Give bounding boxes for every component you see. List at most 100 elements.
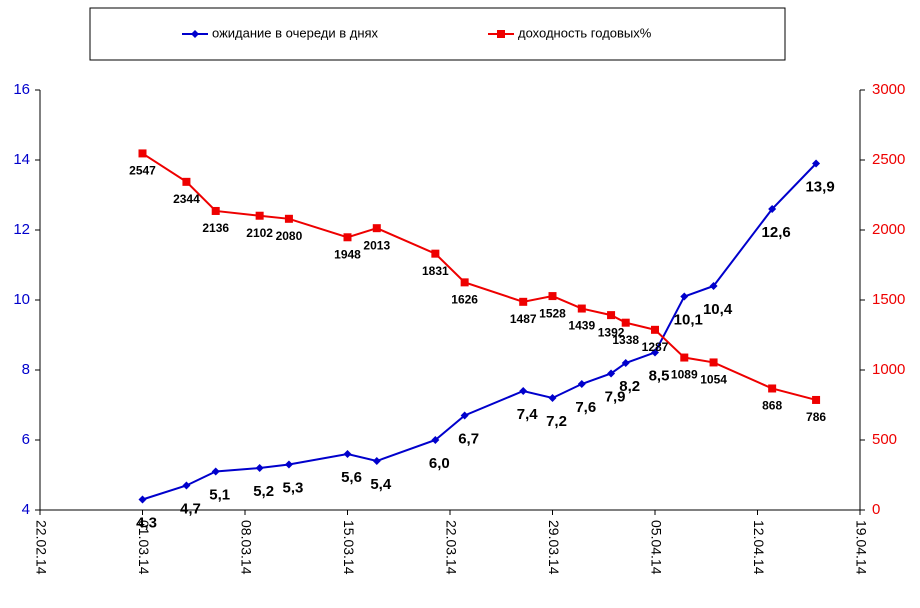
y2-tick-label: 1000 <box>872 361 905 378</box>
y2-tick-label: 3000 <box>872 81 905 98</box>
y-tick-label: 12 <box>13 221 30 238</box>
marker <box>431 249 440 258</box>
marker <box>372 224 381 233</box>
value-label: 13,9 <box>805 178 834 195</box>
marker <box>284 214 293 223</box>
y2-tick-label: 1500 <box>872 291 905 308</box>
x-tick-label: 12.04.14 <box>751 520 767 575</box>
marker <box>621 359 630 367</box>
marker <box>343 233 352 242</box>
x-tick-label: 22.03.14 <box>443 520 459 575</box>
value-label: 2547 <box>129 164 156 178</box>
value-label: 7,2 <box>546 413 567 430</box>
legend-marker <box>497 30 505 38</box>
marker <box>284 460 293 469</box>
marker <box>519 297 528 306</box>
value-label: 1439 <box>568 319 595 333</box>
marker <box>607 369 616 378</box>
value-label: 2080 <box>276 229 303 243</box>
value-label: 5,2 <box>253 483 274 500</box>
value-label: 10,4 <box>703 301 733 318</box>
marker <box>548 394 557 402</box>
legend-label: доходность годовых% <box>518 25 652 40</box>
marker <box>577 380 586 388</box>
marker <box>768 205 777 213</box>
x-tick-label: 01.03.14 <box>136 520 152 575</box>
marker <box>460 278 469 287</box>
value-label: 1487 <box>510 312 537 326</box>
value-label: 4,7 <box>180 500 201 517</box>
y2-tick-label: 0 <box>872 501 880 518</box>
marker <box>460 411 469 420</box>
legend-marker <box>191 30 199 38</box>
marker <box>680 292 689 301</box>
value-label: 1626 <box>451 293 478 307</box>
value-label: 1089 <box>671 368 698 382</box>
value-label: 5,1 <box>209 486 230 503</box>
marker <box>651 325 659 334</box>
marker <box>255 464 264 472</box>
y-tick-label: 6 <box>22 431 30 448</box>
y2-tick-label: 2500 <box>872 151 905 168</box>
value-label: 1392 <box>598 325 625 339</box>
marker <box>211 467 220 476</box>
value-label: 5,3 <box>282 479 303 496</box>
value-label: 1054 <box>700 373 727 387</box>
value-label: 2136 <box>202 221 229 235</box>
value-label: 5,6 <box>341 469 362 486</box>
marker <box>812 159 821 168</box>
value-label: 1287 <box>642 340 669 354</box>
x-tick-label: 22.02.14 <box>33 520 49 575</box>
marker <box>607 311 616 320</box>
value-label: 1948 <box>334 247 361 261</box>
marker <box>768 384 777 393</box>
value-label: 1528 <box>539 306 566 320</box>
marker <box>211 206 220 215</box>
value-label: 7,4 <box>517 406 539 423</box>
value-label: 4,3 <box>136 514 157 531</box>
value-label: 8,5 <box>649 367 670 384</box>
marker <box>182 177 191 186</box>
x-tick-label: 08.03.14 <box>238 520 254 575</box>
x-tick-label: 05.04.14 <box>648 520 664 575</box>
y-tick-label: 10 <box>13 291 30 308</box>
value-label: 2344 <box>173 192 200 206</box>
marker <box>548 292 557 301</box>
x-tick-label: 29.03.14 <box>546 520 562 575</box>
marker <box>519 387 528 395</box>
value-label: 7,6 <box>575 399 596 416</box>
marker <box>372 457 381 465</box>
value-label: 7,9 <box>605 388 626 405</box>
marker <box>709 358 718 367</box>
value-label: 1338 <box>612 333 639 347</box>
value-label: 1831 <box>422 264 449 278</box>
marker <box>812 395 821 404</box>
value-label: 2013 <box>363 238 390 252</box>
marker <box>343 450 352 458</box>
value-label: 5,4 <box>370 476 392 493</box>
marker <box>621 318 630 327</box>
y2-tick-label: 2000 <box>872 221 905 238</box>
y-tick-label: 16 <box>13 81 30 98</box>
value-label: 12,6 <box>762 224 791 241</box>
value-label: 10,1 <box>674 311 703 328</box>
marker <box>651 348 659 357</box>
marker <box>255 211 264 220</box>
x-tick-label: 15.03.14 <box>341 520 357 575</box>
marker <box>431 436 440 444</box>
value-label: 2102 <box>246 226 273 240</box>
marker <box>182 481 191 490</box>
value-label: 8,2 <box>619 378 640 395</box>
marker <box>138 495 147 504</box>
value-label: 786 <box>806 410 826 424</box>
value-label: 868 <box>762 399 782 413</box>
marker <box>577 304 586 313</box>
marker <box>138 149 147 158</box>
marker <box>680 353 689 362</box>
value-label: 6,0 <box>429 455 450 472</box>
marker <box>709 282 718 290</box>
y2-tick-label: 500 <box>872 431 897 448</box>
y-tick-label: 8 <box>22 361 30 378</box>
y-tick-label: 14 <box>13 151 30 168</box>
